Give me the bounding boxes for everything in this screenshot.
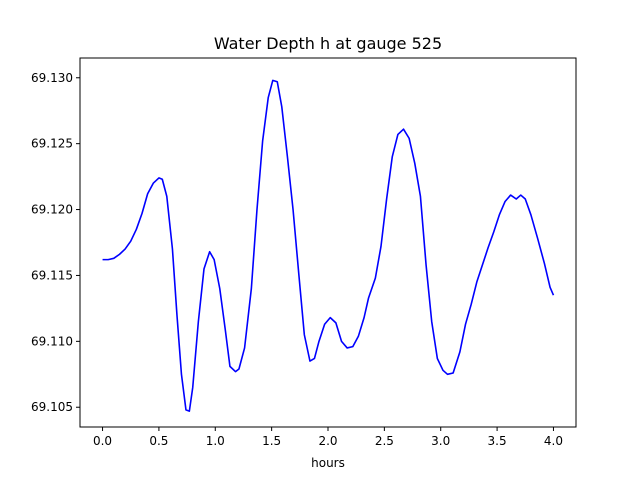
x-tick-label: 3.0 xyxy=(431,434,450,448)
chart-title: Water Depth h at gauge 525 xyxy=(214,34,442,53)
x-tick-label: 4.0 xyxy=(544,434,563,448)
x-tick-label: 2.5 xyxy=(375,434,394,448)
y-tick-label: 69.115 xyxy=(31,268,73,282)
x-tick-label: 0.0 xyxy=(93,434,112,448)
y-tick-label: 69.120 xyxy=(31,203,73,217)
x-tick-label: 2.0 xyxy=(318,434,337,448)
y-tick-label: 69.125 xyxy=(31,137,73,151)
x-tick-label: 1.5 xyxy=(262,434,281,448)
series-line-1 xyxy=(102,79,555,412)
x-tick-label: 1.0 xyxy=(206,434,225,448)
x-tick-label: 0.5 xyxy=(149,434,168,448)
y-tick-label: 69.105 xyxy=(31,400,73,414)
y-tick-label: 69.110 xyxy=(31,334,73,348)
x-axis-label: hours xyxy=(311,456,345,470)
x-tick-label: 3.5 xyxy=(488,434,507,448)
x-axis-ticks: 0.0 0.5 1.0 1.5 2.0 2.5 3.0 3.5 4.0 xyxy=(93,427,563,448)
y-axis-ticks: 69.105 69.110 69.115 69.120 69.125 69.130 xyxy=(31,71,80,414)
y-tick-label: 69.130 xyxy=(31,71,73,85)
plot-lines xyxy=(102,79,555,412)
